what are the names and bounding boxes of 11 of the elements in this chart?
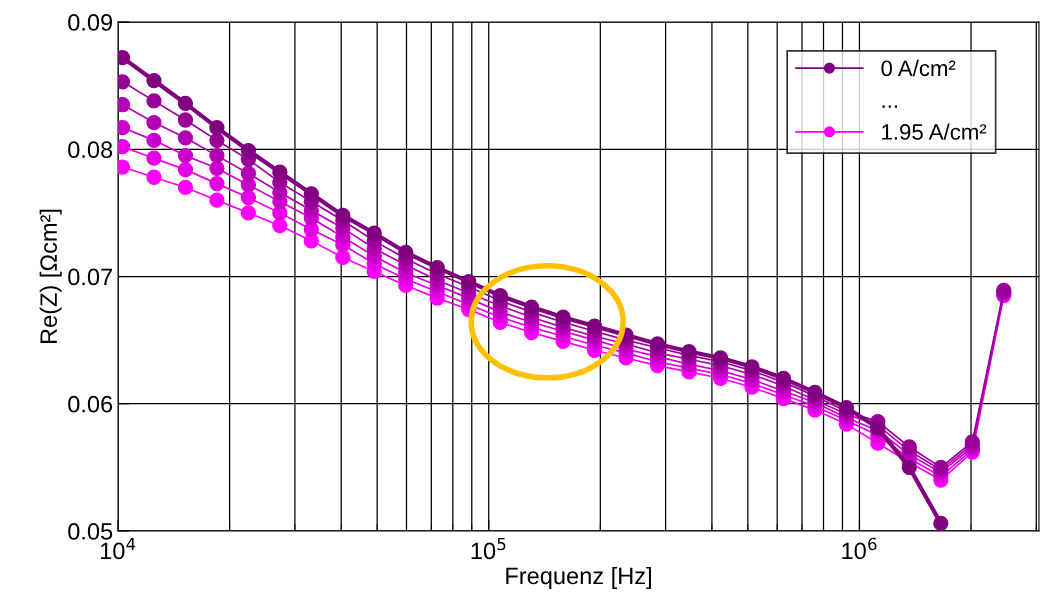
y-tick-label: 0.09 — [68, 14, 113, 31]
x-tick-label: 10$^{6}$ — [842, 537, 877, 560]
x-axis-title: Frequenz [Hz] — [506, 566, 651, 589]
y-tick-label: 0.06 — [68, 395, 113, 413]
y-axis-title: Re(Z) [Ωcm²] — [39, 209, 62, 344]
y-tick-label: 0.07 — [68, 268, 112, 286]
x-tick-label: 10$^{5}$ — [471, 537, 506, 560]
legend-label: 1.95 A/cm² — [882, 123, 987, 140]
y-tick-label: 0.08 — [68, 141, 113, 159]
legend-label: 0 A/cm² — [881, 59, 956, 77]
annotation: ... — [882, 105, 898, 108]
